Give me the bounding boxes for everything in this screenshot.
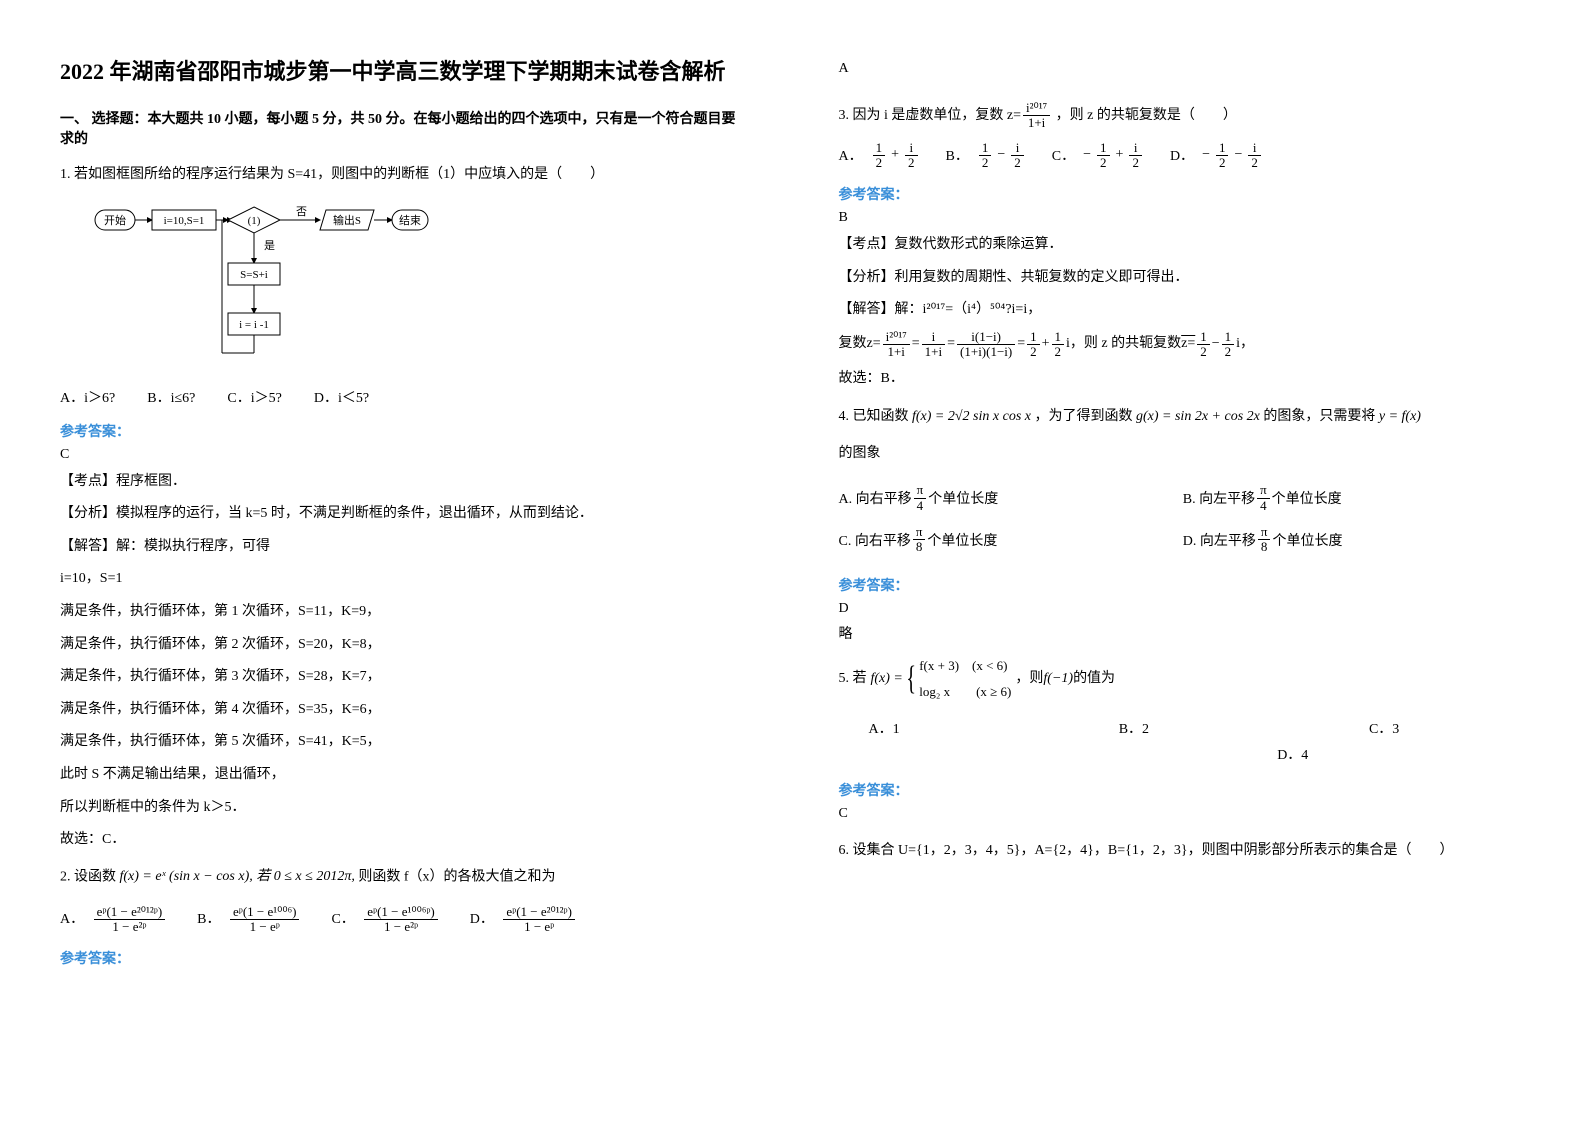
q1-flowchart: 开始 i=10,S=1 (1) 否 输出S 结束 是 S=S+i — [90, 203, 749, 373]
q3-stem: 3. 因为 i 是虚数单位，复数 z=i²⁰¹⁷1+i ，则 z 的共轭复数是（… — [839, 101, 1528, 131]
svg-text:i=10,S=1: i=10,S=1 — [164, 215, 205, 227]
q1-answer: C — [60, 447, 749, 463]
svg-text:S=S+i: S=S+i — [240, 269, 268, 281]
q2-options: A． eᵖ(1 − e²⁰¹²ᵖ)1 − e²ᵖ B． eᵖ(1 − e¹⁰⁰⁶… — [60, 905, 749, 935]
q5-options-row1: A．1 B．2 C．3 — [839, 718, 1528, 738]
q2-opt-c: C． eᵖ(1 − e¹⁰⁰⁶ᵖ)1 − e²ᵖ — [331, 905, 439, 935]
q1-options: A．i＞6? B．i≤6? C．i＞5? D．i＜5? — [60, 387, 749, 407]
q4-opt-c: C. 向右平移π8 个单位长度 — [839, 519, 1183, 561]
q3-opt-b: B． 12−i2 — [946, 141, 1026, 171]
q1-explain: 【考点】程序框图． 【分析】模拟程序的运行，当 k=5 时，不满足判断框的条件，… — [60, 469, 749, 854]
q4-options: A. 向右平移π4 个单位长度 B. 向左平移π4 个单位长度 C. 向右平移π… — [839, 477, 1528, 560]
q4-y-expr: y = f(x) — [1379, 409, 1421, 424]
opt-c: C．i＞5? — [227, 387, 281, 407]
q3-opt-d: D． −12−i2 — [1170, 141, 1263, 171]
q4-f-expr: f(x) = 2√2 sin x cos x — [912, 409, 1031, 424]
flowchart-svg: 开始 i=10,S=1 (1) 否 输出S 结束 是 S=S+i — [90, 203, 430, 373]
q4-stem-line2: 的图象 — [839, 441, 1528, 468]
q1-fenxi: 【分析】模拟程序的运行，当 k=5 时，不满足判断框的条件，退出循环，从而到结论… — [60, 501, 749, 528]
opt-a: A．i＞6? — [60, 387, 115, 407]
section-1-header: 一、 选择题：本大题共 10 小题，每小题 5 分，共 50 分。在每小题给出的… — [60, 108, 749, 148]
q1-answer-label: 参考答案： — [60, 421, 749, 441]
q3-fenxi: 【分析】利用复数的周期性、共轭复数的定义即可得出． — [839, 265, 1528, 292]
q5-answer: C — [839, 806, 1528, 822]
q1-step7: 所以判断框中的条件为 k＞5． — [60, 795, 749, 822]
q5-piecewise: f(x) = { f(x + 3) (x < 6) log₂ x (x ≥ 6) — [871, 653, 1012, 706]
q2-answer-label: 参考答案： — [60, 948, 749, 968]
q5-opt-c: C．3 — [1369, 718, 1527, 738]
q5-stem: 5. 若 f(x) = { f(x + 3) (x < 6) log₂ x (x… — [839, 653, 1528, 706]
q4-opt-a: A. 向右平移π4 个单位长度 — [839, 477, 1183, 519]
q1-step8: 故选：C． — [60, 827, 749, 854]
svg-text:否: 否 — [296, 206, 307, 218]
svg-text:(1): (1) — [248, 215, 261, 227]
q1-step0: i=10，S=1 — [60, 566, 749, 593]
q1-step1: 满足条件，执行循环体，第 1 次循环，S=11，K=9， — [60, 599, 749, 626]
q2-answer: A — [839, 61, 1528, 77]
q3-kaodian: 【考点】复数代数形式的乘除运算． — [839, 232, 1528, 259]
q2-opt-b: B． eᵖ(1 − e¹⁰⁰⁶)1 − eᵖ — [197, 905, 301, 935]
q3-answer: B — [839, 210, 1528, 226]
q4-opt-b: B. 向左平移π4 个单位长度 — [1183, 477, 1527, 519]
q3-explain: 【考点】复数代数形式的乘除运算． 【分析】利用复数的周期性、共轭复数的定义即可得… — [839, 232, 1528, 392]
svg-text:开始: 开始 — [104, 213, 126, 227]
q4-opt-d: D. 向左平移π8 个单位长度 — [1183, 519, 1527, 561]
q1-step2: 满足条件，执行循环体，第 2 次循环，S=20，K=8， — [60, 632, 749, 659]
q1-step6: 此时 S 不满足输出结果，退出循环， — [60, 762, 749, 789]
q2-expr: f(x) = eˣ (sin x − cos x), 若 0 ≤ x ≤ 201… — [120, 864, 355, 891]
svg-text:是: 是 — [264, 239, 275, 252]
q1-step4: 满足条件，执行循环体，第 4 次循环，S=35，K=6， — [60, 697, 749, 724]
q4-note: 略 — [839, 623, 1528, 643]
q3-select: 故选：B． — [839, 366, 1528, 393]
q1-stem: 1. 若如图框图所给的程序运行结果为 S=41，则图中的判断框（1）中应填入的是… — [60, 162, 749, 189]
q4-answer: D — [839, 601, 1528, 617]
right-column: A 3. 因为 i 是虚数单位，复数 z=i²⁰¹⁷1+i ，则 z 的共轭复数… — [794, 0, 1587, 1122]
q1-jieda-head: 【解答】解：模拟执行程序，可得 — [60, 534, 749, 561]
exam-title: 2022 年湖南省邵阳市城步第一中学高三数学理下学期期末试卷含解析 — [60, 55, 749, 88]
q6-stem: 6. 设集合 U={1，2，3，4，5}，A={2，4}，B={1，2，3}，则… — [839, 838, 1528, 865]
q3-answer-label: 参考答案： — [839, 184, 1528, 204]
q5-opt-a: A．1 — [869, 718, 1119, 738]
svg-text:输出S: 输出S — [333, 213, 361, 227]
q1-step3: 满足条件，执行循环体，第 3 次循环，S=28，K=7， — [60, 664, 749, 691]
q5-opt-d: D．4 — [1059, 744, 1528, 764]
svg-text:结束: 结束 — [399, 214, 421, 227]
left-column: 2022 年湖南省邵阳市城步第一中学高三数学理下学期期末试卷含解析 一、 选择题… — [0, 0, 794, 1122]
q2-stem: 2. 设函数 f(x) = eˣ (sin x − cos x), 若 0 ≤ … — [60, 864, 749, 891]
opt-b: B．i≤6? — [147, 387, 195, 407]
svg-text:i = i -1: i = i -1 — [239, 319, 269, 331]
q2-opt-a: A． eᵖ(1 − e²⁰¹²ᵖ)1 − e²ᵖ — [60, 905, 167, 935]
q2-opt-d: D． eᵖ(1 − e²⁰¹²ᵖ)1 − eᵖ — [470, 905, 577, 935]
q4-g-expr: g(x) = sin 2x + cos 2x — [1136, 409, 1260, 424]
q4-stem: 4. 已知函数 f(x) = 2√2 sin x cos x ，为了得到函数 g… — [839, 404, 1528, 431]
q5-answer-label: 参考答案： — [839, 780, 1528, 800]
q1-step5: 满足条件，执行循环体，第 5 次循环，S=41，K=5， — [60, 729, 749, 756]
q3-options: A． 12+i2 B． 12−i2 C． −12+i2 D． −12−i2 — [839, 141, 1528, 171]
opt-d: D．i＜5? — [314, 387, 369, 407]
q3-jieda: 【解答】解：i²⁰¹⁷=（i⁴）⁵⁰⁴?i=i， — [839, 297, 1528, 324]
q1-kaodian: 【考点】程序框图． — [60, 469, 749, 496]
q5-opt-b: B．2 — [1119, 718, 1369, 738]
q3-opt-a: A． 12+i2 — [839, 141, 920, 171]
q3-calc-line: 复数 z=i²⁰¹⁷1+i =i1+i =i(1−i)(1+i)(1−i) =1… — [839, 330, 1528, 360]
q3-opt-c: C． −12+i2 — [1052, 141, 1144, 171]
q4-answer-label: 参考答案： — [839, 575, 1528, 595]
